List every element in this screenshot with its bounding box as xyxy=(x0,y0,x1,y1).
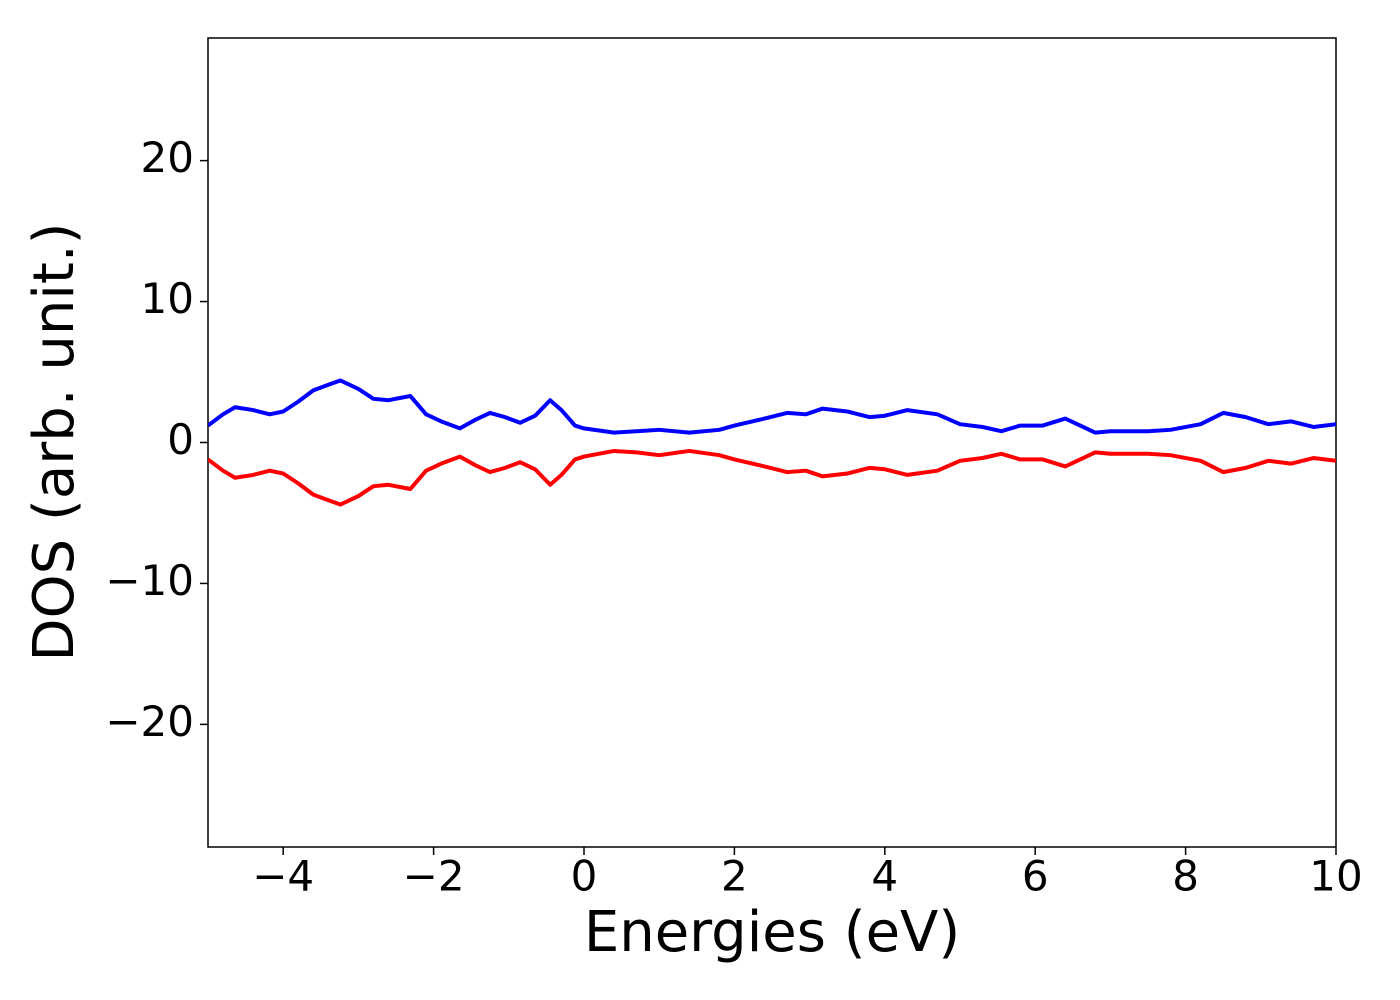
y-tick-label: −10 xyxy=(105,556,194,605)
y-tick-label: 20 xyxy=(141,133,194,182)
plot-frame xyxy=(207,37,1337,848)
x-tick-label: 10 xyxy=(1309,852,1362,901)
x-tick-label: 4 xyxy=(871,852,898,901)
x-tick-label: 6 xyxy=(1022,852,1049,901)
x-tick-label: 8 xyxy=(1172,852,1199,901)
y-tick-label: 10 xyxy=(141,274,194,323)
data-line xyxy=(208,448,1336,507)
x-tick-label: −4 xyxy=(252,852,314,901)
x-tick-label: 0 xyxy=(571,852,598,901)
y-tick-label: 0 xyxy=(167,415,194,464)
x-tick-label: 2 xyxy=(721,852,748,901)
y-tick-label: −20 xyxy=(105,697,194,746)
y-axis-label: DOS (arb. unit.) xyxy=(22,222,87,661)
data-line xyxy=(208,378,1336,435)
x-axis-label: Energies (eV) xyxy=(584,900,960,965)
x-tick-label: −2 xyxy=(403,852,465,901)
